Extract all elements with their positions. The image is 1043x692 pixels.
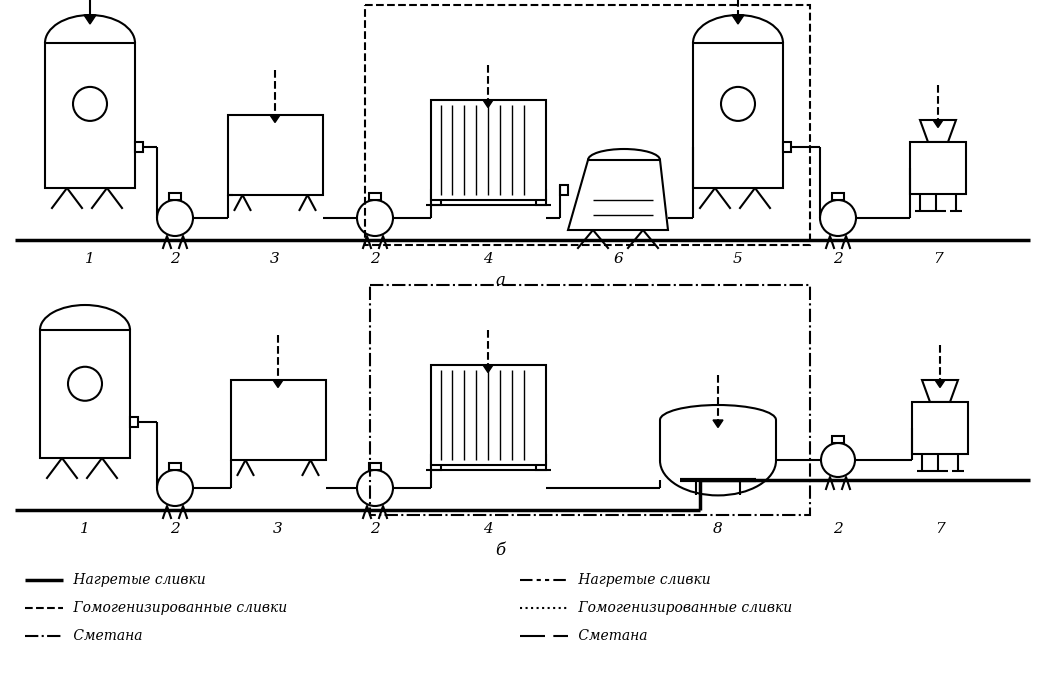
Bar <box>912 402 968 454</box>
Text: а: а <box>495 272 505 289</box>
Text: Нагретые сливки: Нагретые сливки <box>574 573 710 587</box>
Polygon shape <box>483 365 493 372</box>
Bar <box>560 185 568 195</box>
Bar <box>227 115 322 195</box>
Text: 1: 1 <box>80 522 90 536</box>
Circle shape <box>821 443 855 477</box>
Bar <box>130 417 138 427</box>
Text: 4: 4 <box>483 522 493 536</box>
Polygon shape <box>84 15 96 24</box>
Bar <box>169 463 181 470</box>
Text: б: б <box>495 542 505 559</box>
Circle shape <box>357 200 393 236</box>
Polygon shape <box>713 420 723 428</box>
Bar <box>40 330 130 458</box>
Text: 2: 2 <box>370 252 380 266</box>
Text: 2: 2 <box>370 522 380 536</box>
Text: 3: 3 <box>273 522 283 536</box>
Circle shape <box>157 200 193 236</box>
Bar <box>45 43 135 188</box>
Bar <box>369 193 381 200</box>
Bar <box>431 100 545 200</box>
Polygon shape <box>483 100 493 107</box>
Text: 1: 1 <box>86 252 95 266</box>
Text: Сметана: Сметана <box>574 629 648 643</box>
Text: 8: 8 <box>713 522 723 536</box>
Text: 2: 2 <box>170 252 179 266</box>
Polygon shape <box>732 15 744 24</box>
Polygon shape <box>273 380 283 388</box>
Text: 3: 3 <box>270 252 280 266</box>
Text: 2: 2 <box>170 522 179 536</box>
Bar <box>909 142 966 194</box>
Text: 2: 2 <box>833 252 843 266</box>
Text: Гомогенизированные сливки: Гомогенизированные сливки <box>574 601 792 615</box>
Text: 2: 2 <box>833 522 843 536</box>
Circle shape <box>820 200 856 236</box>
Bar <box>535 455 545 470</box>
Polygon shape <box>933 120 943 127</box>
Bar <box>832 436 844 443</box>
Bar <box>832 193 844 200</box>
Bar <box>783 143 791 152</box>
Bar <box>431 190 440 205</box>
Circle shape <box>721 87 755 121</box>
Bar <box>169 193 181 200</box>
Bar <box>431 365 545 465</box>
Text: 6: 6 <box>613 252 623 266</box>
Circle shape <box>357 470 393 506</box>
Text: 5: 5 <box>733 252 743 266</box>
Circle shape <box>73 87 107 121</box>
Text: 7: 7 <box>933 252 943 266</box>
Bar <box>369 463 381 470</box>
Bar <box>135 143 143 152</box>
Text: Гомогенизированные сливки: Гомогенизированные сливки <box>69 601 287 615</box>
Bar <box>231 380 325 460</box>
Bar <box>535 190 545 205</box>
Polygon shape <box>270 115 280 122</box>
Text: 4: 4 <box>483 252 493 266</box>
Polygon shape <box>935 380 945 388</box>
Text: 7: 7 <box>936 522 945 536</box>
Circle shape <box>157 470 193 506</box>
Circle shape <box>68 367 102 401</box>
Bar <box>693 43 783 188</box>
Bar <box>370 285 810 515</box>
Bar <box>365 5 810 245</box>
Text: Нагретые сливки: Нагретые сливки <box>69 573 205 587</box>
Text: Сметана: Сметана <box>69 629 143 643</box>
Bar <box>431 455 440 470</box>
